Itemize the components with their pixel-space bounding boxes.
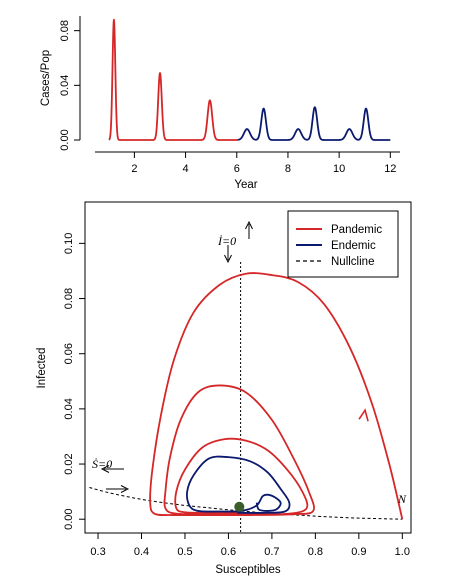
top-y-tick-label: 0.08	[59, 20, 71, 41]
top-series-group	[108, 18, 391, 141]
equilibrium-point	[234, 501, 245, 512]
bottom-x-tick-label: 0.7	[264, 546, 279, 558]
pandemic-trajectory	[149, 272, 404, 520]
top-x-tick-label: 8	[285, 163, 291, 175]
endemic-trajectory	[186, 455, 291, 514]
n-label: N	[397, 492, 407, 506]
top-x-axis-title: Year	[234, 179, 257, 191]
bottom-y-tick-label: 0.06	[63, 343, 75, 364]
top-x-ticks: 2 4 6 8 10 12	[131, 152, 396, 175]
legend: Pandemic Endemic Nullcline	[287, 210, 399, 278]
bottom-y-tick-label: 0.04	[63, 398, 75, 419]
bottom-y-tick-label: 0.00	[63, 508, 75, 529]
bottom-x-tick-label: 0.3	[90, 546, 105, 558]
top-y-axis-title: Cases/Pop	[40, 50, 52, 106]
top-y-tick-label: 0.00	[59, 129, 71, 150]
bottom-x-tick-label: 0.4	[134, 546, 149, 558]
top-x-tick-label: 2	[131, 163, 137, 175]
bottom-plot-frame	[84, 201, 412, 534]
bottom-x-tick-label: 0.6	[221, 546, 236, 558]
bottom-y-ticks: 0.00 0.02 0.04 0.06 0.08 0.10	[63, 233, 85, 530]
arrow-left	[100, 465, 124, 473]
trajectory-arrowhead	[358, 408, 369, 422]
top-x-tick-label: 12	[384, 163, 396, 175]
top-x-tick-label: 10	[333, 163, 345, 175]
bottom-y-tick-label: 0.10	[63, 233, 75, 254]
top-series-endemic	[237, 106, 391, 141]
bottom-y-tick-label: 0.02	[63, 453, 75, 474]
bottom-panel: 0.3 0.4 0.5 0.6 0.7 0.8 0.9 1.0 0.000.020.040.0…	[36, 201, 412, 576]
top-x-tick-label: 4	[183, 163, 189, 175]
bottom-x-tick-label: 0.9	[351, 546, 366, 558]
top-y-ticks: 0.00 0.04 0.08	[59, 20, 80, 151]
bottom-x-tick-label: 0.8	[308, 546, 323, 558]
arrow-up	[245, 220, 253, 239]
bottom-curves-group	[89, 262, 404, 533]
top-panel: 2 4 6 8 10 12 0.00 0.04 0.08 Year Cases/Pop	[40, 16, 400, 191]
arrow-right	[106, 485, 130, 493]
legend-label-endemic: Endemic	[331, 240, 376, 252]
legend-label-pandemic: Pandemic	[331, 224, 382, 236]
top-y-tick-label: 0.04	[59, 75, 71, 96]
legend-label-nullcline: Nullcline	[331, 256, 374, 268]
bottom-x-tick-label: 1.0	[395, 546, 410, 558]
bottom-y-axis-title: Infected	[36, 348, 48, 389]
arrow-down	[224, 245, 232, 264]
bottom-x-axis-title: Susceptibles	[215, 564, 280, 576]
i-nullcline-label: İ=0	[217, 234, 236, 248]
bottom-x-ticks: 0.3 0.4 0.5 0.6 0.7 0.8 0.9 1.0	[90, 533, 410, 558]
s-nullcline-line	[89, 487, 403, 520]
s-nullcline-label: Ṡ=0	[92, 456, 112, 471]
bottom-x-tick-label: 0.5	[177, 546, 192, 558]
bottom-y-tick-label: 0.08	[63, 288, 75, 309]
top-x-tick-label: 6	[234, 163, 240, 175]
top-series-pandemic	[108, 18, 239, 141]
